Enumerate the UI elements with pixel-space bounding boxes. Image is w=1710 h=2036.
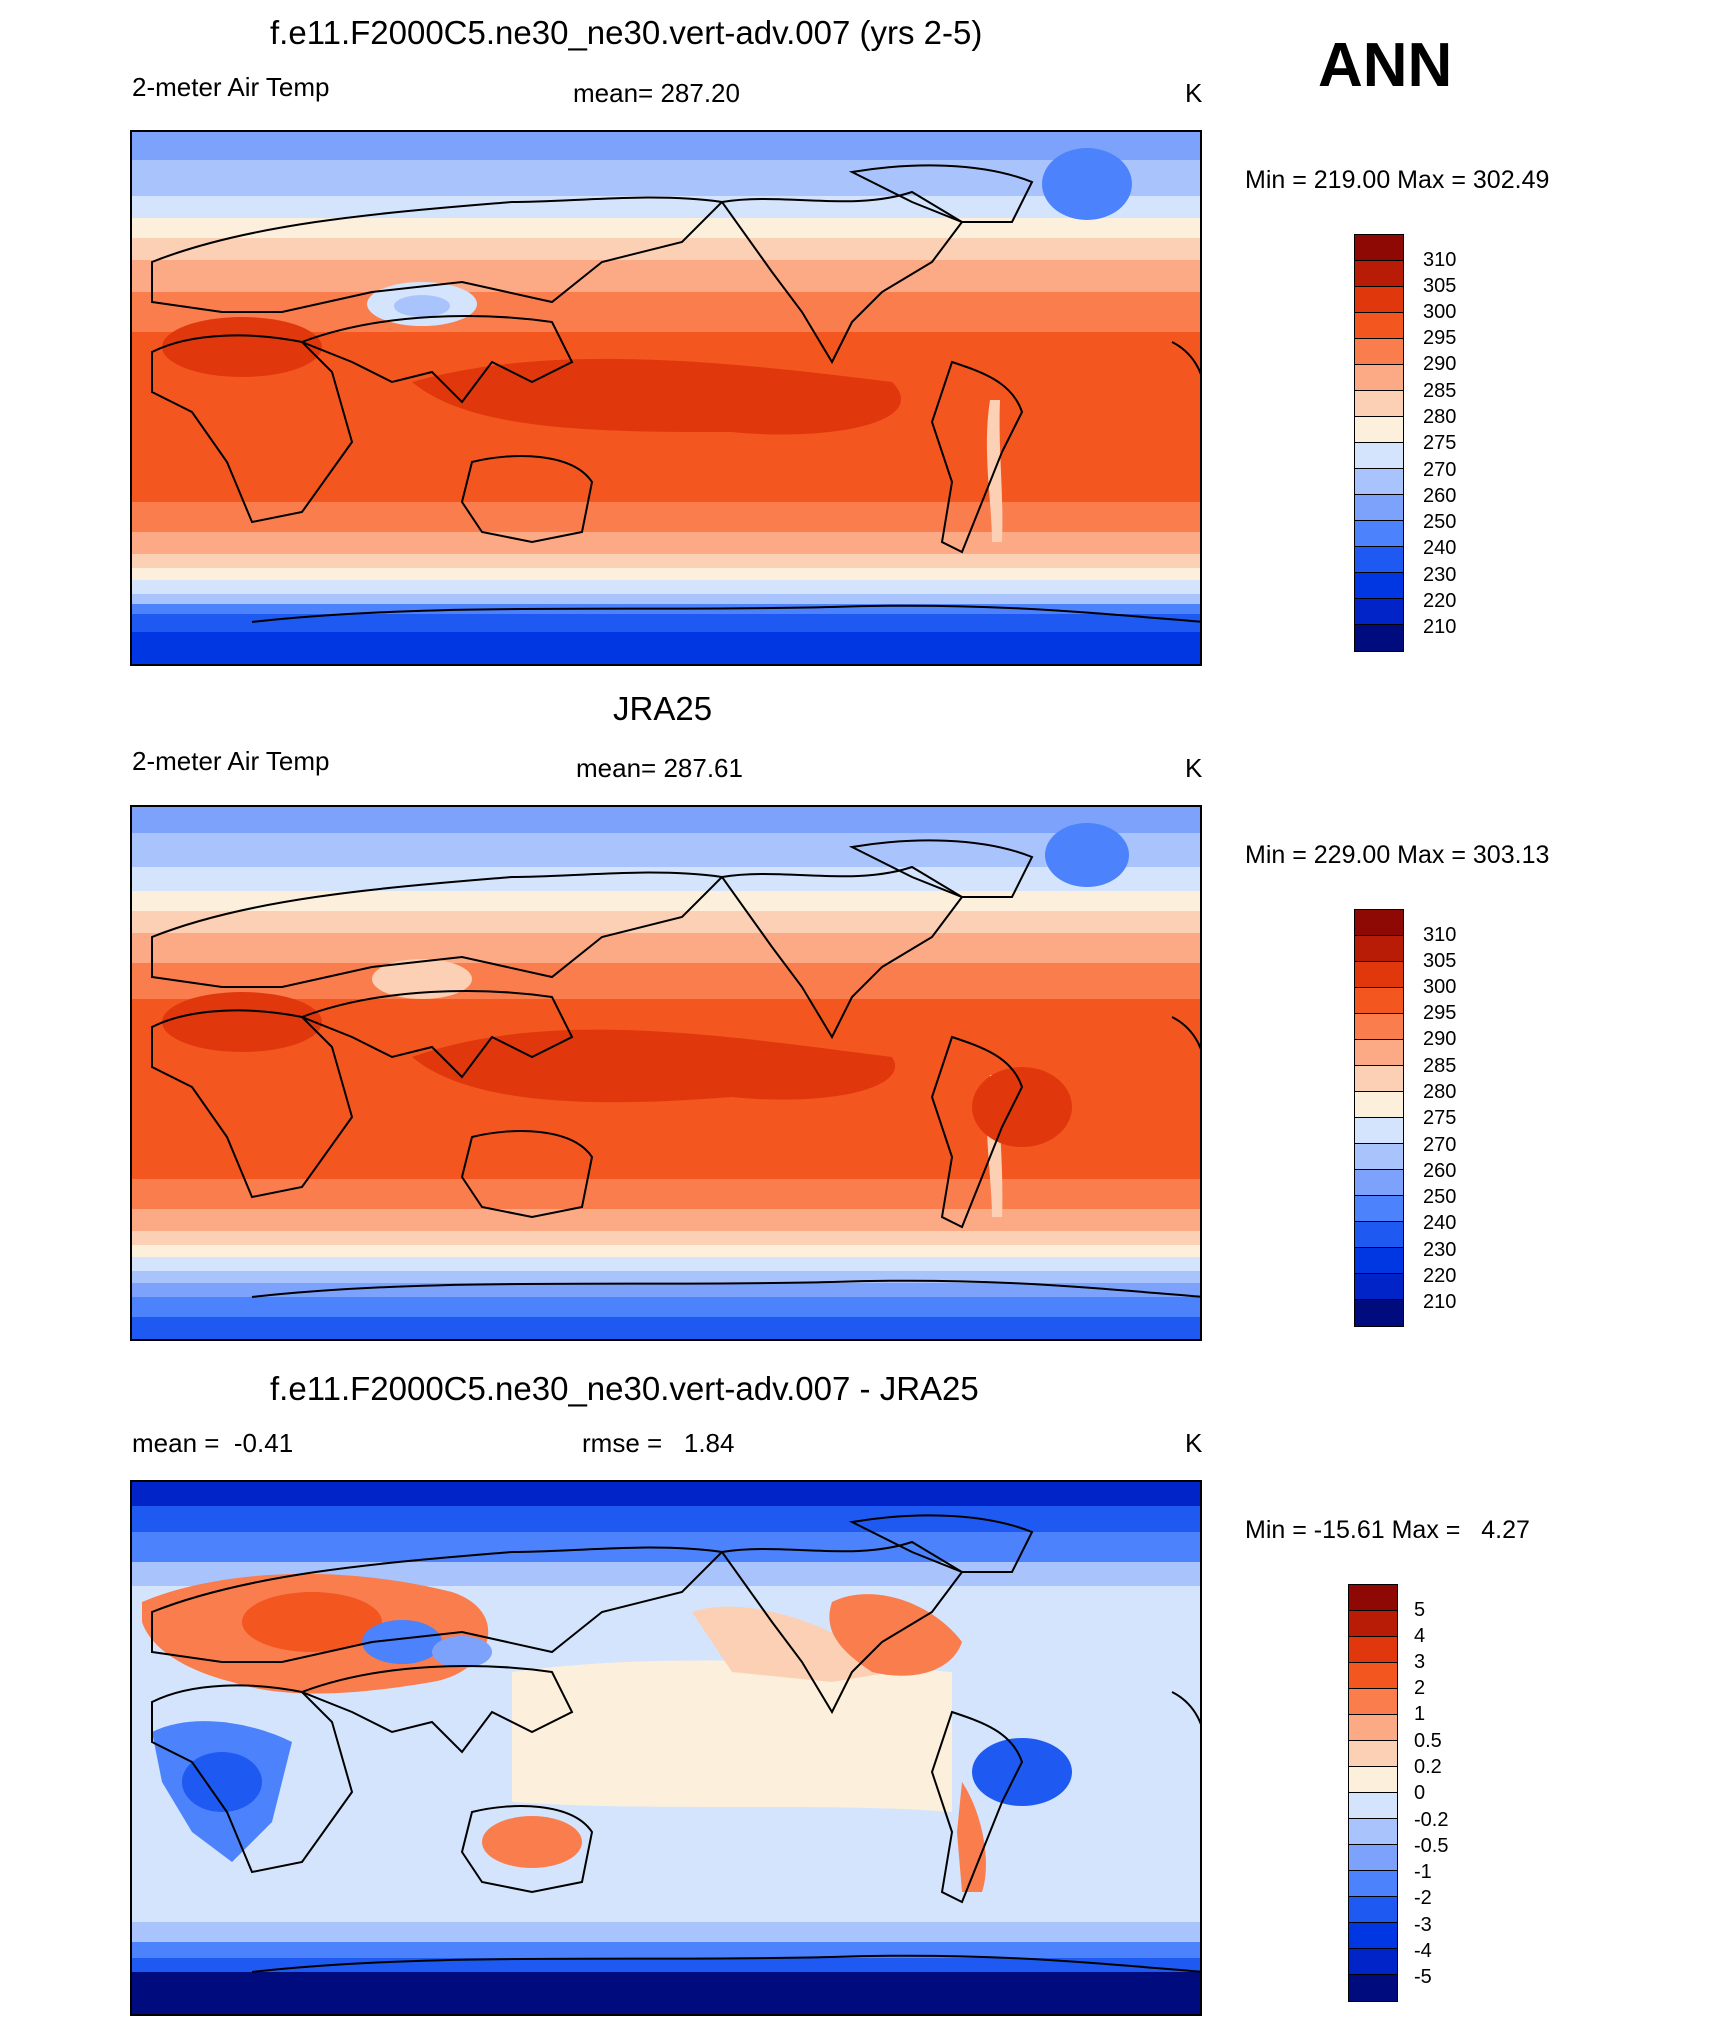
panel-minmax-model: Min = 219.00 Max = 302.49 — [1245, 166, 1550, 194]
cb-label: 290 — [1423, 353, 1457, 375]
cb-label: 240 — [1423, 1212, 1457, 1234]
cb-label: -0.2 — [1414, 1809, 1449, 1831]
cb-label: 295 — [1423, 327, 1457, 349]
cb-label: 0.5 — [1414, 1730, 1442, 1752]
cb-label: 270 — [1423, 459, 1457, 481]
cb-label: 3 — [1414, 1651, 1426, 1673]
panel-mean-model: mean= 287.20 — [573, 78, 740, 108]
cb-label: 0 — [1414, 1782, 1426, 1804]
cb-label: -0.5 — [1414, 1835, 1449, 1857]
panel-units-diff: K — [1185, 1428, 1203, 1458]
cb-label: 305 — [1423, 275, 1457, 297]
cb-label: 310 — [1423, 924, 1457, 946]
panel-variable-model: 2-meter Air Temp — [132, 72, 330, 102]
cb-label: 310 — [1423, 249, 1457, 271]
cb-label: -1 — [1414, 1861, 1432, 1883]
colorbar-model — [1354, 234, 1404, 652]
panel-minmax-obs: Min = 229.00 Max = 303.13 — [1245, 841, 1550, 869]
cb-label: 260 — [1423, 1160, 1457, 1182]
cb-label: 260 — [1423, 485, 1457, 507]
cb-label: 290 — [1423, 1028, 1457, 1050]
panel-rmse-diff: rmse = 1.84 — [582, 1428, 735, 1458]
panel-units-model: K — [1185, 78, 1203, 108]
cb-label: 220 — [1423, 1265, 1457, 1287]
cb-label: 230 — [1423, 564, 1457, 586]
panel-title-model: f.e11.F2000C5.ne30_ne30.vert-adv.007 (yr… — [270, 14, 983, 51]
panel-mean-obs: mean= 287.61 — [576, 753, 743, 783]
cb-label: 1 — [1414, 1703, 1426, 1725]
cb-label: 4 — [1414, 1625, 1426, 1647]
panel-units-obs: K — [1185, 753, 1203, 783]
colorbar-diff — [1348, 1584, 1398, 2002]
cb-label: 2 — [1414, 1677, 1426, 1699]
cb-label: 210 — [1423, 616, 1457, 638]
cb-label: -3 — [1414, 1914, 1432, 1936]
cb-label: 250 — [1423, 1186, 1457, 1208]
panel-title-obs: JRA25 — [613, 690, 713, 727]
cb-label: 270 — [1423, 1134, 1457, 1156]
cb-label: -2 — [1414, 1887, 1432, 1909]
cb-label: 285 — [1423, 1055, 1457, 1077]
cb-label: 220 — [1423, 590, 1457, 612]
cb-label: 300 — [1423, 976, 1457, 998]
cb-label: 295 — [1423, 1002, 1457, 1024]
cb-label: 275 — [1423, 1107, 1457, 1129]
cb-label: 280 — [1423, 406, 1457, 428]
cb-label: -4 — [1414, 1940, 1432, 1962]
cb-label: 305 — [1423, 950, 1457, 972]
cb-label: 280 — [1423, 1081, 1457, 1103]
cb-label: 210 — [1423, 1291, 1457, 1313]
map-model — [130, 130, 1202, 666]
cb-label: 275 — [1423, 432, 1457, 454]
cb-label: 240 — [1423, 537, 1457, 559]
panel-title-diff: f.e11.F2000C5.ne30_ne30.vert-adv.007 - J… — [270, 1370, 979, 1407]
panel-variable-obs: 2-meter Air Temp — [132, 746, 330, 776]
season-label: ANN — [1318, 31, 1453, 100]
cb-label: 285 — [1423, 380, 1457, 402]
map-obs — [130, 805, 1202, 1341]
cb-label: 250 — [1423, 511, 1457, 533]
cb-label: 300 — [1423, 301, 1457, 323]
map-diff — [130, 1480, 1202, 2016]
colorbar-obs — [1354, 909, 1404, 1327]
panel-mean-diff: mean = -0.41 — [132, 1428, 294, 1458]
cb-label: 5 — [1414, 1599, 1426, 1621]
cb-label: 230 — [1423, 1239, 1457, 1261]
cb-label: -5 — [1414, 1966, 1432, 1988]
panel-minmax-diff: Min = -15.61 Max = 4.27 — [1245, 1516, 1530, 1544]
cb-label: 0.2 — [1414, 1756, 1442, 1778]
